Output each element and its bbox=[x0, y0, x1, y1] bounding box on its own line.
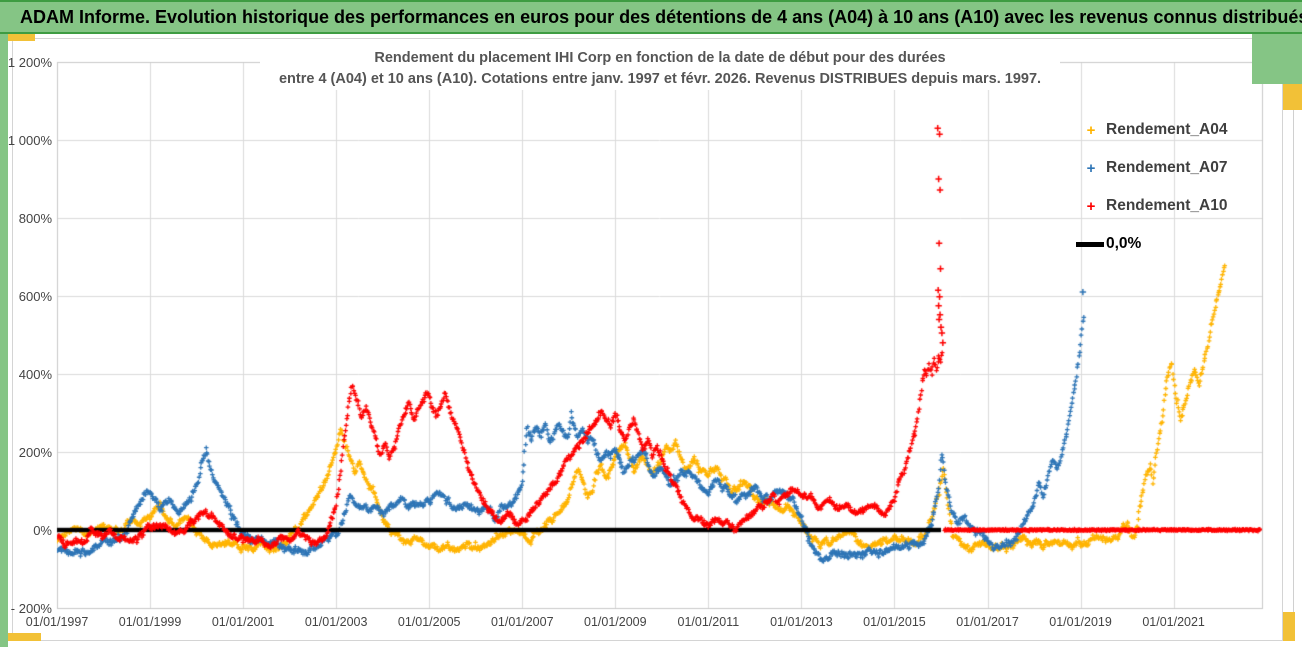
legend-item-label: 0,0% bbox=[1106, 235, 1142, 252]
gold-accent bbox=[1283, 84, 1302, 110]
x-axis-tick-label: 01/01/2015 bbox=[863, 615, 926, 629]
legend-item-label: Rendement_A07 bbox=[1106, 159, 1228, 176]
zero-line-icon bbox=[1076, 241, 1104, 247]
x-axis-tick-label: 01/01/2009 bbox=[584, 615, 647, 629]
gold-accent bbox=[8, 34, 35, 41]
x-axis-tick-label: 01/01/2007 bbox=[490, 615, 554, 629]
chart-legend: + Rendement_A04 + Rendement_A07 + Rendem… bbox=[1076, 118, 1286, 270]
x-axis-tick-label: 01/01/2021 bbox=[1142, 615, 1205, 629]
y-axis-tick-label: 1 200% bbox=[7, 55, 52, 70]
y-axis-tick-label: - 200% bbox=[10, 601, 52, 616]
gold-accent bbox=[8, 633, 41, 641]
plus-marker-icon: + bbox=[1086, 159, 1096, 177]
legend-item-a10: + Rendement_A10 bbox=[1076, 194, 1286, 218]
x-axis-tick-label: 01/01/1997 bbox=[25, 615, 89, 629]
x-axis-tick-label: 01/01/2001 bbox=[211, 615, 275, 629]
green-edge-strip bbox=[0, 34, 8, 647]
plus-marker-icon: + bbox=[1086, 121, 1096, 139]
chart-title: Rendement du placement IHI Corp en fonct… bbox=[260, 48, 1060, 90]
x-axis-tick-label: 01/01/2013 bbox=[770, 615, 833, 629]
x-axis-tick-label: 01/01/2003 bbox=[304, 615, 368, 629]
chart-title-line1: Rendement du placement IHI Corp en fonct… bbox=[374, 50, 946, 66]
green-corner-block bbox=[1252, 34, 1302, 84]
gold-accent bbox=[1283, 612, 1295, 641]
plus-marker-icon: + bbox=[1086, 197, 1096, 215]
legend-item-a04: + Rendement_A04 bbox=[1076, 118, 1286, 142]
x-axis-tick-label: 01/01/2017 bbox=[956, 615, 1019, 629]
legend-item-a07: + Rendement_A07 bbox=[1076, 156, 1286, 180]
legend-item-label: Rendement_A04 bbox=[1106, 121, 1228, 138]
y-axis-tick-label: 200% bbox=[18, 445, 52, 460]
x-axis-tick-label: 01/01/2019 bbox=[1049, 615, 1112, 629]
y-axis-tick-label: 600% bbox=[18, 289, 52, 304]
y-axis-tick-label: 0% bbox=[33, 523, 52, 538]
y-axis-tick-label: 1 000% bbox=[7, 133, 52, 148]
legend-item-label: Rendement_A10 bbox=[1106, 197, 1228, 214]
y-axis-tick-label: 800% bbox=[18, 211, 52, 226]
chart-title-line2: entre 4 (A04) et 10 ans (A10). Cotations… bbox=[278, 71, 1042, 87]
gridline-edge bbox=[1293, 110, 1294, 612]
x-axis-tick-label: 01/01/1999 bbox=[118, 615, 182, 629]
page-title: ADAM Informe. Evolution historique des p… bbox=[20, 6, 1302, 27]
x-axis-tick-label: 01/01/2011 bbox=[677, 615, 740, 629]
x-axis-tick-label: 01/01/2005 bbox=[397, 615, 461, 629]
y-axis-tick-label: 400% bbox=[18, 367, 52, 382]
legend-item-zero-line: 0,0% bbox=[1076, 232, 1286, 256]
header-bar: ADAM Informe. Evolution historique des p… bbox=[0, 0, 1302, 34]
